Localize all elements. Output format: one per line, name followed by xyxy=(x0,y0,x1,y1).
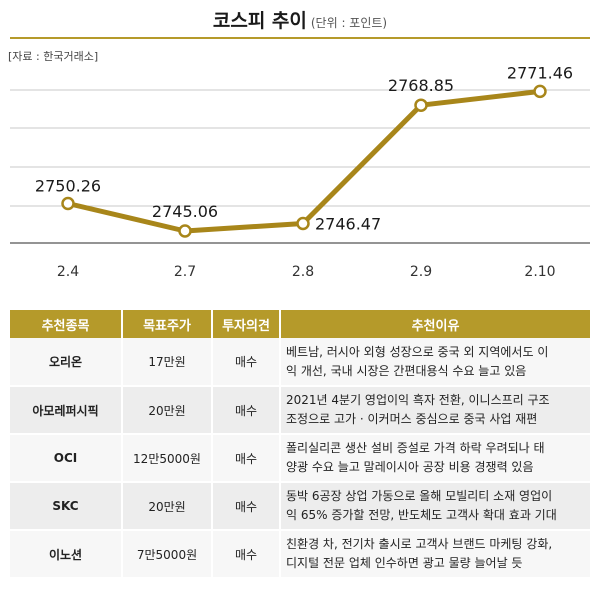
chart-title-block: 코스피 추이 (단위 : 포인트) xyxy=(0,6,600,33)
stock-name: 오리온 xyxy=(10,338,123,387)
x-tick-label: 2.8 xyxy=(292,264,314,280)
target-price: 12만5000원 xyxy=(122,434,213,483)
line-chart: 2750.26 2745.06 2746.47 2768.85 2771.46 2.4 2… xyxy=(10,63,590,280)
reason-line: 양광 수요 늘고 말레이시아 공장 비용 경쟁력 있음 xyxy=(286,460,534,474)
x-tick-label: 2.10 xyxy=(524,264,555,280)
investment-opinion: 매수 xyxy=(212,530,281,579)
reason-line: 베트남, 러시아 외형 성장으로 중국 외 지역에서도 이 xyxy=(286,344,549,359)
source-note: [자료 : 한국거래소] xyxy=(8,50,99,63)
x-tick-label: 2.9 xyxy=(410,264,432,280)
target-price: 20만원 xyxy=(122,482,213,531)
data-label: 2745.06 xyxy=(152,202,218,221)
target-price: 17만원 xyxy=(122,338,213,387)
x-tick-label: 2.4 xyxy=(57,264,79,280)
reason-line: 2021년 4분기 영업이익 흑자 전환, 이니스프리 구조 xyxy=(286,393,550,407)
reason-line: 익 65% 증가할 전망, 반도체도 고객사 확대 효과 기대 xyxy=(286,508,557,522)
reason-line: 익 개선, 국내 시장은 간편대용식 수요 늘고 있음 xyxy=(286,363,527,378)
investment-opinion: 매수 xyxy=(212,434,281,483)
table-header-row: 추천종목 목표주가 투자의견 추천이유 xyxy=(10,310,590,338)
data-label: 2746.47 xyxy=(315,215,381,234)
data-point xyxy=(296,216,310,231)
chart-title: 코스피 추이 xyxy=(212,10,307,32)
data-label: 2768.85 xyxy=(388,76,454,95)
investment-opinion: 매수 xyxy=(212,386,281,435)
reason-line: 폴리실리콘 생산 설비 증설로 가격 하락 우려되나 태 xyxy=(286,441,545,455)
table-row: SKC 20만원 매수 동박 6공장 상업 가동으로 올해 모빌리티 소재 영업이 익 … xyxy=(10,482,590,531)
table-row: OCI 12만5000원 매수 폴리실리콘 생산 설비 증설로 가격 하락 우려되나 … xyxy=(10,434,590,483)
stock-name: OCI xyxy=(10,434,123,483)
data-point xyxy=(533,84,547,99)
target-price: 20만원 xyxy=(122,386,213,435)
reason-line: 디지털 전문 업체 인수하면 광고 물량 늘어날 듯 xyxy=(286,556,523,570)
data-label: 2771.46 xyxy=(507,63,573,82)
x-tick-label: 2.7 xyxy=(174,264,196,280)
data-point xyxy=(414,98,428,112)
header-opinion: 투자의견 xyxy=(212,310,281,338)
header-target-price: 목표주가 xyxy=(122,310,213,338)
data-point xyxy=(178,224,192,238)
target-price: 7만5000원 xyxy=(122,530,213,579)
stock-name: SKC xyxy=(10,482,123,531)
stock-name: 이노션 xyxy=(10,530,123,579)
investment-opinion: 매수 xyxy=(212,338,281,387)
reason-line: 동박 6공장 상업 가동으로 올해 모빌리티 소재 영업이 xyxy=(286,489,553,503)
reason-line: 조정으로 고가 · 이커머스 중심으로 중국 사업 재편 xyxy=(286,412,538,426)
data-label: 2750.26 xyxy=(35,177,101,196)
data-point xyxy=(61,196,75,211)
table-row: 아모레퍼시픽 20만원 매수 2021년 4분기 영업이익 흑자 전환, 이니스프리 … xyxy=(10,386,590,435)
reason-line: 친환경 차, 전기차 출시로 고객사 브랜드 마케팅 강화, xyxy=(286,537,553,551)
recommendation-reason: 친환경 차, 전기차 출시로 고객사 브랜드 마케팅 강화, 디지털 전문 업체 … xyxy=(280,530,590,579)
header-reason: 추천이유 xyxy=(280,310,590,338)
series-line xyxy=(65,88,543,234)
recommendation-table: 추천종목 목표주가 투자의견 추천이유 오리온 17만원 매수 베트남, 러시아 외형… xyxy=(10,310,590,579)
unit-label: (단위 : 포인트) xyxy=(310,16,388,30)
stock-name: 아모레퍼시픽 xyxy=(10,386,123,435)
table-row: 이노션 7만5000원 매수 친환경 차, 전기차 출시로 고객사 브랜드 마케팅 강… xyxy=(10,530,590,579)
investment-opinion: 매수 xyxy=(212,482,281,531)
header-stock: 추천종목 xyxy=(10,310,123,338)
title-divider xyxy=(10,37,590,39)
